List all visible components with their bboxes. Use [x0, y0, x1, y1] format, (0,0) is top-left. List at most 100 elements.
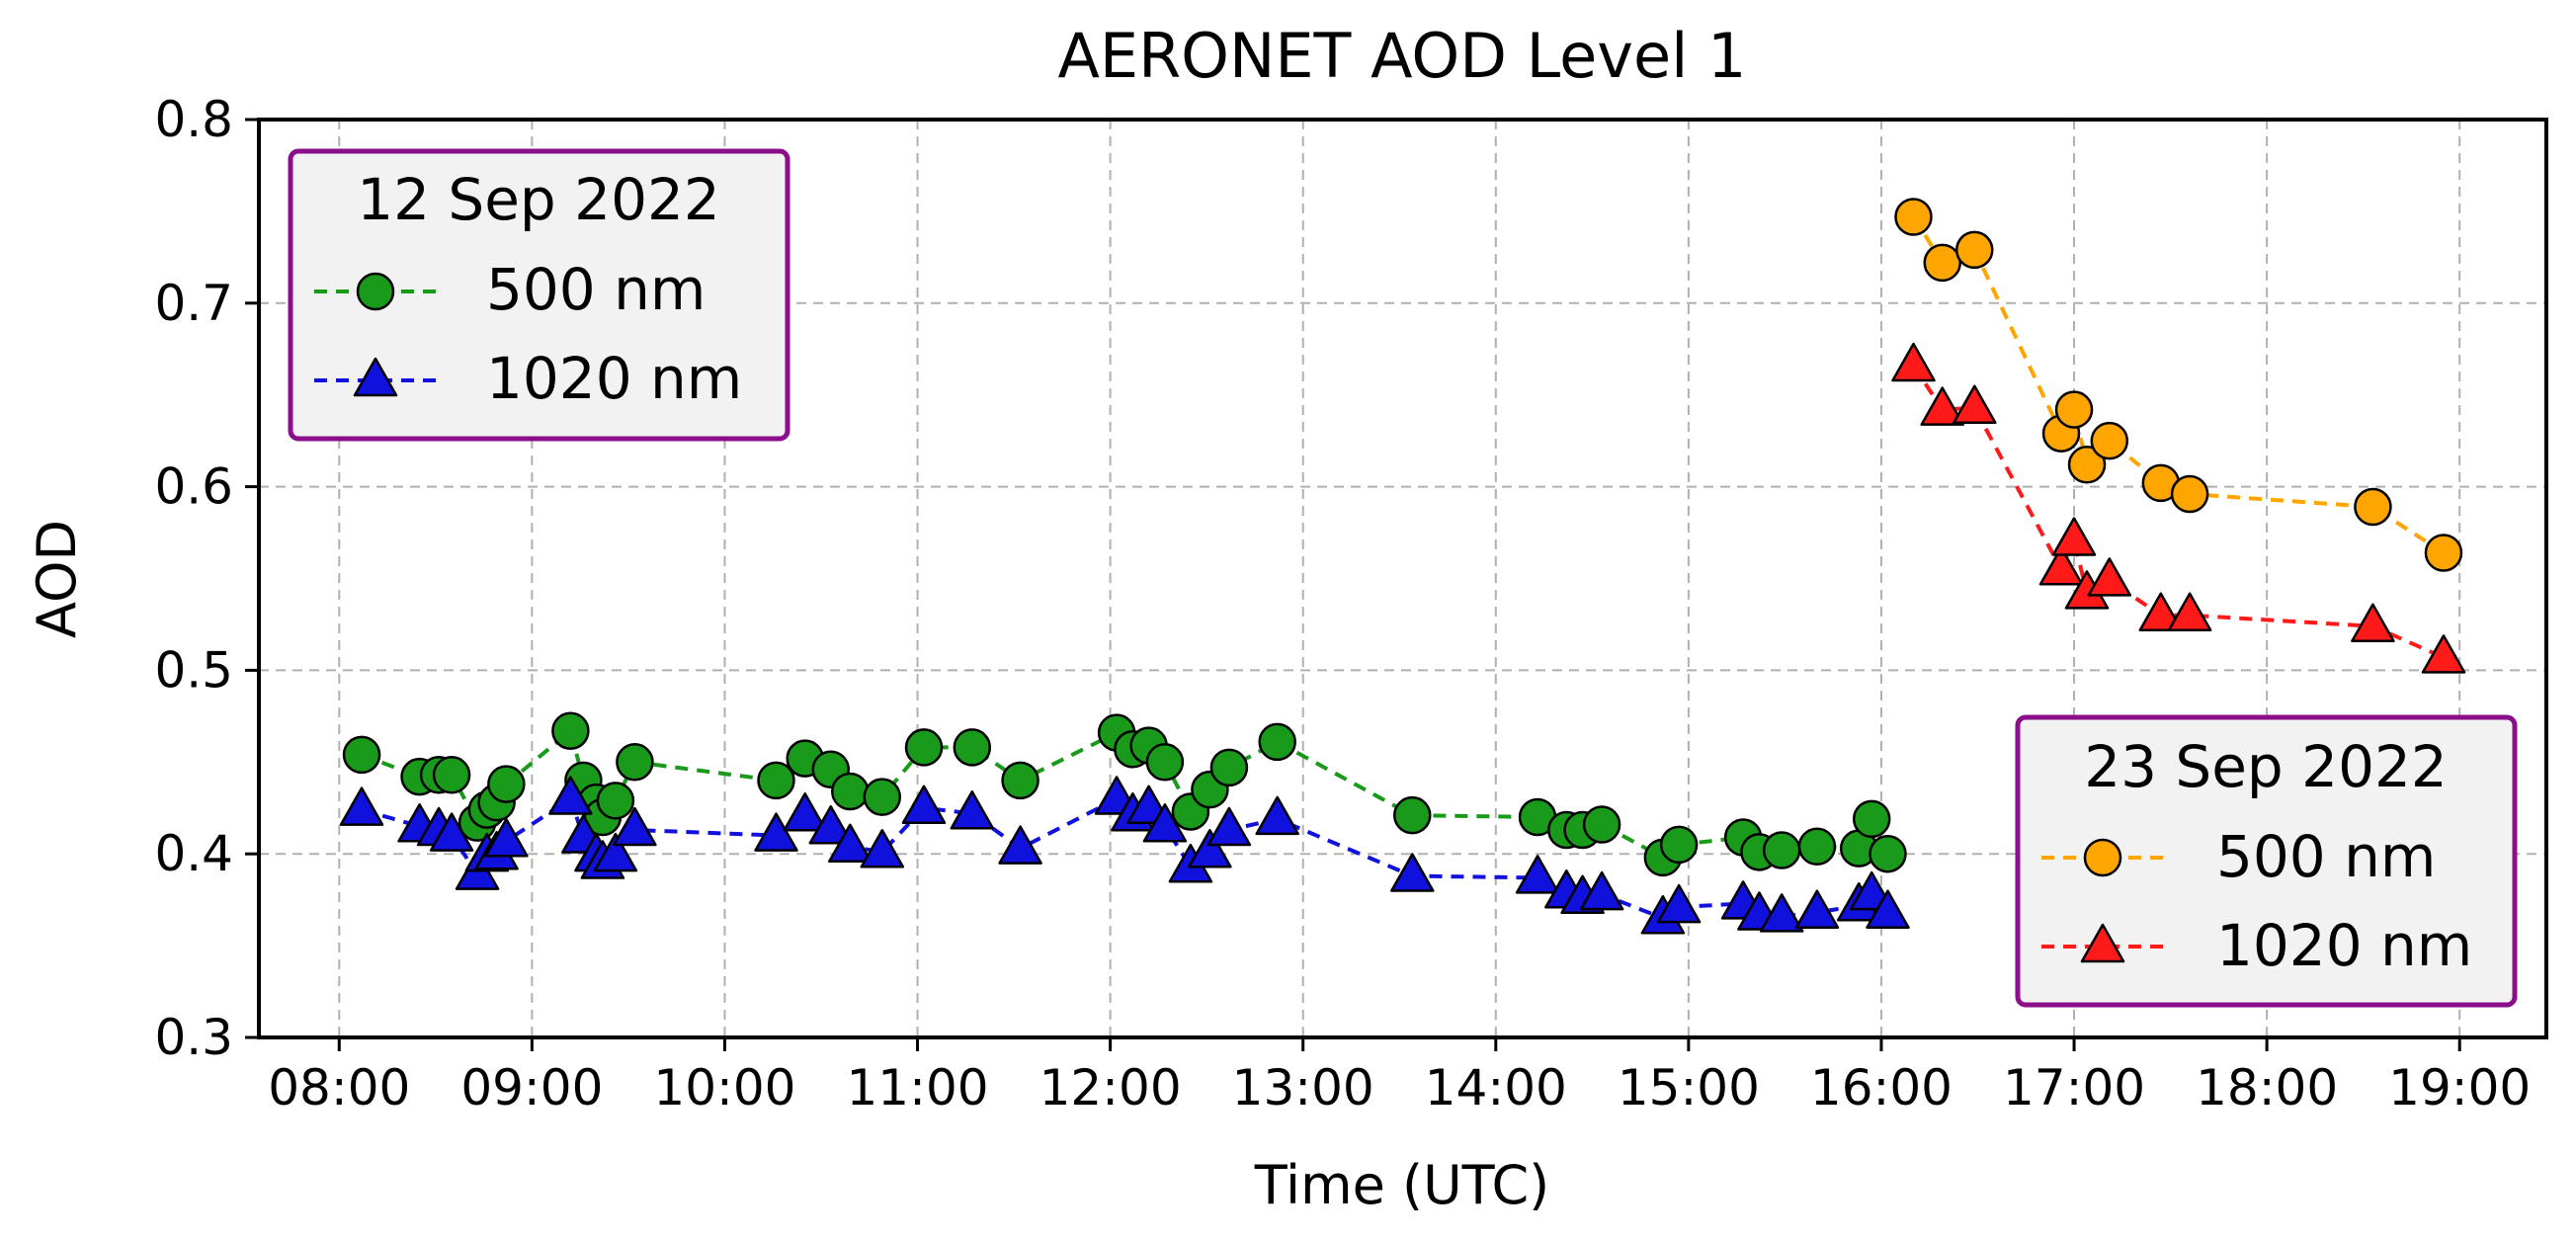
data-point-circle: [342, 735, 381, 775]
data-point-triangle: [754, 812, 798, 852]
data-point-triangle: [808, 804, 854, 845]
x-tick-label: 18:00: [2196, 1059, 2338, 1116]
data-point-triangle: [950, 790, 995, 830]
data-point-circle: [432, 756, 471, 794]
data-point-circle: [2424, 534, 2463, 572]
plot-frame: [257, 118, 2548, 1039]
data-point-circle: [1894, 198, 1933, 236]
data-point-triangle: [1142, 803, 1188, 843]
legend-marker-circle: [356, 272, 395, 311]
y-tick-label: 0.6: [154, 458, 233, 516]
data-point-circle: [1582, 805, 1621, 844]
x-tick-label: 12:00: [1039, 1059, 1182, 1116]
data-point-circle: [757, 761, 795, 800]
y-tick-label: 0.5: [154, 641, 233, 699]
data-point-circle: [1258, 722, 1296, 762]
y-tick-label: 0.7: [154, 275, 233, 332]
series: [339, 776, 1910, 935]
data-point-circle: [1762, 831, 1801, 869]
data-point-triangle: [2038, 545, 2084, 586]
data-point-triangle: [1515, 855, 1560, 894]
data-point-triangle: [1759, 893, 1804, 933]
series: [1894, 198, 2463, 572]
data-point-triangle: [860, 829, 905, 868]
data-point-circle: [953, 728, 992, 767]
data-point-triangle: [1390, 853, 1435, 892]
data-point-circle: [1869, 834, 1907, 873]
series: [342, 711, 1907, 877]
data-point-triangle: [901, 785, 947, 825]
data-point-circle: [487, 765, 526, 803]
legend-label: 500 nm: [2216, 823, 2436, 890]
x-axis-label: Time (UTC): [1254, 1154, 1550, 1216]
plot-series: [339, 198, 2466, 935]
x-tick-label: 14:00: [1425, 1059, 1567, 1116]
data-point-triangle: [2051, 517, 2097, 556]
x-tick-label: 11:00: [846, 1059, 988, 1116]
x-tick-label: 10:00: [653, 1059, 795, 1116]
legend-marker-triangle: [353, 357, 398, 397]
data-point-triangle: [1206, 806, 1252, 847]
data-point-triangle: [783, 791, 827, 832]
data-point-triangle: [613, 806, 657, 847]
data-point-triangle: [1255, 795, 1299, 836]
data-point-circle: [1209, 748, 1249, 787]
data-point-circle: [2354, 487, 2392, 527]
legend-entry-1020nm: [2041, 923, 2164, 963]
data-point-triangle: [2421, 634, 2466, 674]
data-point-circle: [1797, 827, 1837, 867]
data-point-triangle: [1188, 829, 1232, 868]
data-point-circle: [1955, 230, 1994, 270]
legend-entry-500nm: [2041, 838, 2164, 877]
data-point-triangle: [1794, 889, 1840, 929]
chart-title: AERONET AOD Level 1: [1058, 20, 1747, 92]
data-point-circle: [1852, 799, 1891, 839]
series-line: [361, 795, 1890, 921]
x-tick-label: 08:00: [268, 1059, 410, 1116]
data-point-circle: [1145, 743, 1185, 782]
data-point-circle: [863, 778, 902, 816]
data-point-circle: [1001, 761, 1039, 800]
x-tick-label: 13:00: [1232, 1059, 1374, 1116]
data-point-triangle: [548, 776, 593, 815]
legend-box: [2015, 714, 2518, 1008]
y-axis-label: AOD: [26, 520, 88, 638]
x-tick-label: 19:00: [2388, 1059, 2531, 1116]
data-point-circle: [2054, 390, 2094, 429]
data-point-circle: [1923, 243, 1961, 283]
y-tick-label: 0.3: [154, 1009, 233, 1066]
data-point-triangle: [1891, 342, 1936, 382]
data-point-circle: [616, 743, 654, 782]
data-point-circle: [596, 782, 635, 820]
series: [1891, 342, 2466, 674]
y-tick-label: 0.8: [154, 91, 233, 148]
legend-title: 12 Sep 2022: [357, 166, 720, 233]
data-point-triangle: [484, 817, 529, 858]
legend-marker-triangle: [2080, 923, 2125, 963]
legend-23-sep: 23 Sep 2022 500 nm 1020 nm: [2015, 714, 2518, 1008]
legend-12-sep: 12 Sep 2022 500 nm 1020 nm: [288, 148, 790, 442]
data-point-circle: [831, 772, 870, 811]
legend-label: 500 nm: [486, 256, 706, 323]
x-tick-label: 16:00: [1810, 1059, 1953, 1116]
x-tick-label: 15:00: [1618, 1059, 1760, 1116]
data-point-circle: [2170, 474, 2209, 514]
data-point-triangle: [2351, 603, 2395, 643]
data-point-triangle: [2138, 592, 2184, 631]
legend-label: 1020 nm: [2216, 912, 2472, 979]
legend-box: [288, 148, 790, 442]
data-point-circle: [1659, 825, 1699, 865]
data-point-circle: [551, 711, 590, 750]
data-point-triangle: [339, 786, 384, 826]
legend-label: 1020 nm: [486, 345, 742, 412]
y-tick-label: 0.4: [154, 825, 233, 882]
data-point-circle: [2090, 421, 2129, 460]
legend-entry-500nm: [314, 272, 437, 311]
legend-entry-1020nm: [314, 357, 437, 397]
data-point-triangle: [2167, 592, 2212, 631]
data-point-triangle: [2087, 557, 2132, 597]
data-point-circle: [1393, 795, 1432, 835]
x-tick-label: 17:00: [2003, 1059, 2145, 1116]
data-point-triangle: [1866, 889, 1910, 929]
